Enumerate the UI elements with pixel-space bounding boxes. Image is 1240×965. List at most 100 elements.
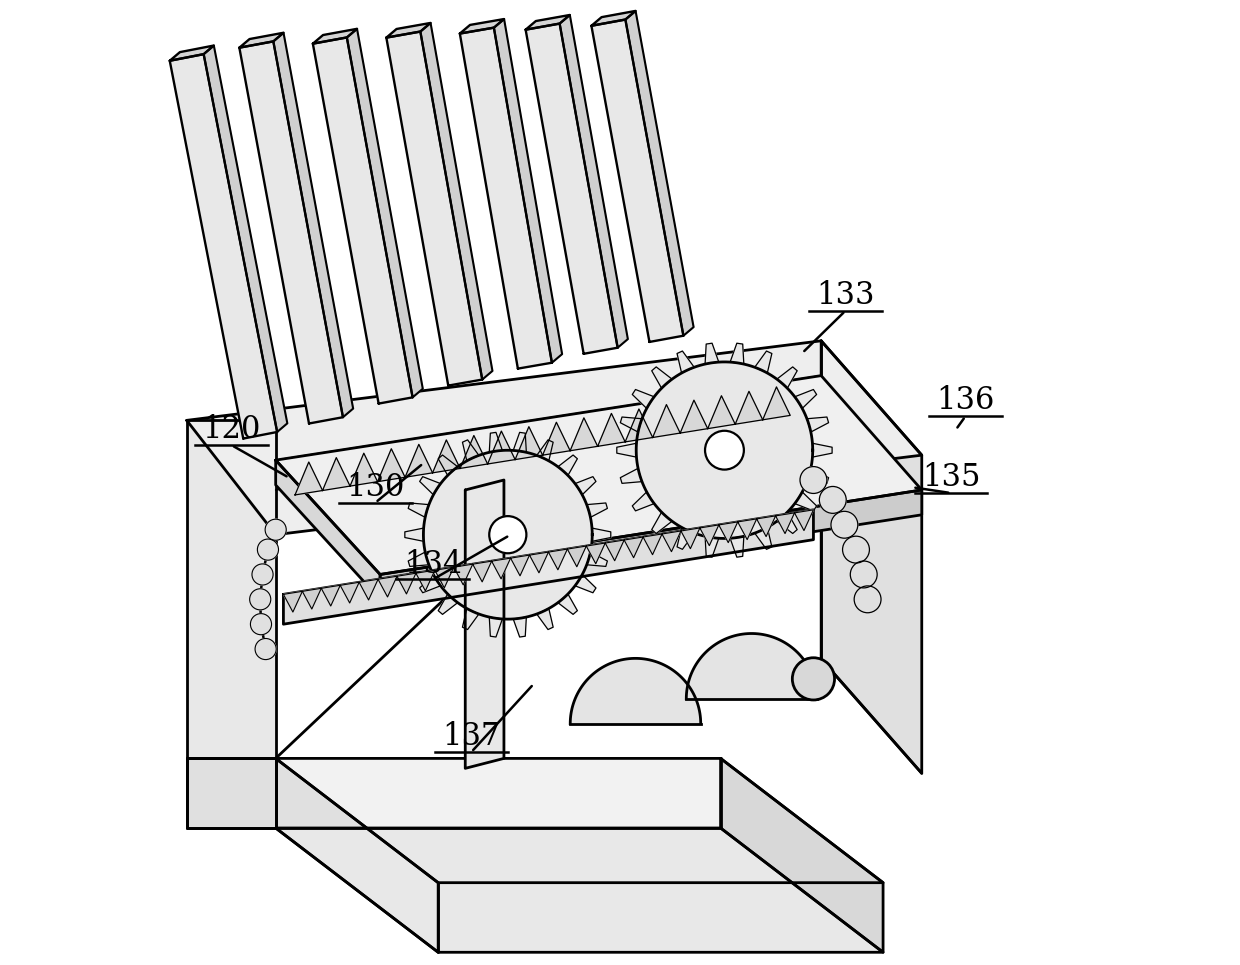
Polygon shape xyxy=(377,449,405,482)
Polygon shape xyxy=(360,579,378,600)
Polygon shape xyxy=(587,543,605,564)
Polygon shape xyxy=(730,537,744,557)
Text: 135: 135 xyxy=(921,462,981,493)
Polygon shape xyxy=(735,392,763,425)
Polygon shape xyxy=(312,29,357,43)
Polygon shape xyxy=(420,23,492,379)
Polygon shape xyxy=(438,455,458,476)
Polygon shape xyxy=(408,552,429,566)
Polygon shape xyxy=(652,404,681,437)
Polygon shape xyxy=(708,396,735,428)
Polygon shape xyxy=(463,609,479,629)
Polygon shape xyxy=(494,19,562,363)
Text: 137: 137 xyxy=(443,721,501,753)
Polygon shape xyxy=(275,828,883,952)
Polygon shape xyxy=(239,41,343,424)
Circle shape xyxy=(265,519,286,540)
Polygon shape xyxy=(677,527,694,549)
Circle shape xyxy=(490,516,527,553)
Polygon shape xyxy=(616,443,636,457)
Circle shape xyxy=(706,430,744,470)
Polygon shape xyxy=(662,531,681,552)
Polygon shape xyxy=(284,592,303,612)
Polygon shape xyxy=(807,468,828,483)
Polygon shape xyxy=(529,552,548,573)
Polygon shape xyxy=(625,11,693,336)
Polygon shape xyxy=(795,390,817,408)
Polygon shape xyxy=(632,492,655,510)
Polygon shape xyxy=(644,534,662,555)
Polygon shape xyxy=(632,390,655,408)
Polygon shape xyxy=(433,440,460,473)
Polygon shape xyxy=(490,432,502,453)
Polygon shape xyxy=(275,758,883,883)
Polygon shape xyxy=(275,758,438,952)
Polygon shape xyxy=(730,344,744,364)
Polygon shape xyxy=(526,15,570,30)
Polygon shape xyxy=(681,528,699,549)
Polygon shape xyxy=(312,38,413,403)
Circle shape xyxy=(831,511,858,538)
Polygon shape xyxy=(652,512,672,534)
Circle shape xyxy=(800,467,827,493)
Text: 133: 133 xyxy=(816,280,874,311)
Polygon shape xyxy=(397,573,415,593)
Polygon shape xyxy=(812,443,832,457)
Polygon shape xyxy=(465,480,503,768)
Polygon shape xyxy=(203,45,288,432)
Polygon shape xyxy=(239,33,284,47)
Polygon shape xyxy=(591,528,611,541)
Polygon shape xyxy=(591,19,683,342)
Circle shape xyxy=(255,639,277,660)
Polygon shape xyxy=(387,23,430,38)
Polygon shape xyxy=(575,477,596,495)
Circle shape xyxy=(423,451,593,620)
Polygon shape xyxy=(419,574,440,593)
Polygon shape xyxy=(273,33,353,417)
Circle shape xyxy=(820,486,846,513)
Polygon shape xyxy=(706,537,719,557)
Polygon shape xyxy=(513,617,526,637)
Polygon shape xyxy=(275,460,381,599)
Polygon shape xyxy=(526,23,618,354)
Polygon shape xyxy=(719,522,738,542)
Circle shape xyxy=(250,614,272,635)
Polygon shape xyxy=(513,432,526,453)
Polygon shape xyxy=(408,503,429,517)
Polygon shape xyxy=(187,421,275,758)
Circle shape xyxy=(258,539,279,560)
Polygon shape xyxy=(699,525,719,545)
Polygon shape xyxy=(776,512,797,534)
Polygon shape xyxy=(340,582,360,603)
Polygon shape xyxy=(587,503,608,517)
Polygon shape xyxy=(419,477,440,495)
Polygon shape xyxy=(472,562,491,582)
Text: 134: 134 xyxy=(404,548,463,580)
Polygon shape xyxy=(321,586,340,606)
Polygon shape xyxy=(511,555,529,576)
Polygon shape xyxy=(776,367,797,388)
Polygon shape xyxy=(605,540,624,561)
Polygon shape xyxy=(435,567,454,588)
Polygon shape xyxy=(350,454,377,486)
Polygon shape xyxy=(795,510,813,531)
Polygon shape xyxy=(543,423,570,455)
Polygon shape xyxy=(677,351,694,373)
Polygon shape xyxy=(821,341,921,773)
Polygon shape xyxy=(460,435,487,468)
Circle shape xyxy=(842,537,869,563)
Circle shape xyxy=(249,589,270,610)
Polygon shape xyxy=(620,468,642,483)
Polygon shape xyxy=(598,413,625,447)
Polygon shape xyxy=(491,558,511,579)
Polygon shape xyxy=(490,617,502,637)
Polygon shape xyxy=(463,440,479,461)
Polygon shape xyxy=(275,375,921,574)
Polygon shape xyxy=(706,344,719,364)
Polygon shape xyxy=(187,758,275,828)
Polygon shape xyxy=(322,457,350,490)
Polygon shape xyxy=(570,418,598,451)
Circle shape xyxy=(636,362,812,538)
Polygon shape xyxy=(807,417,828,432)
Polygon shape xyxy=(537,440,553,461)
